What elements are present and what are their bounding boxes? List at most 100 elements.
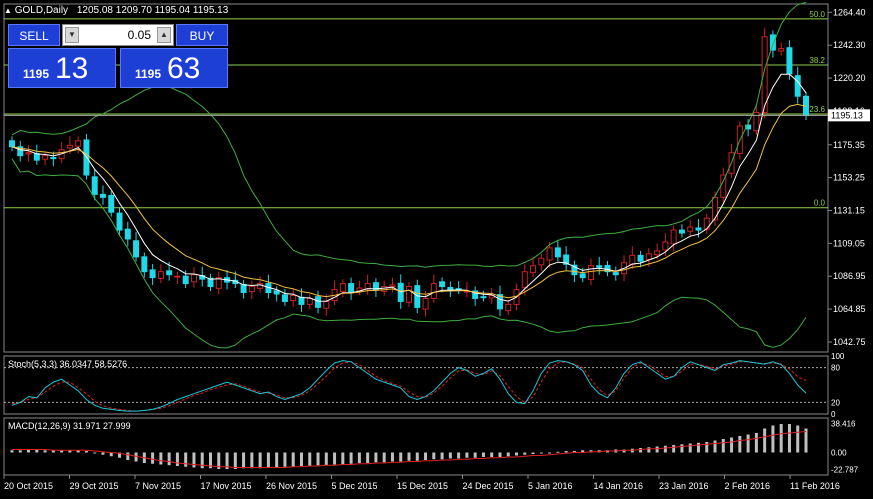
candle-body	[778, 48, 785, 52]
candle-body	[66, 144, 73, 149]
candle-body	[480, 296, 487, 299]
stochastic-pane: Stoch(5,3,3) 36.0347 58.5276	[3, 355, 829, 415]
candle-body	[248, 286, 255, 293]
lot-size-value[interactable]: 0.05	[127, 28, 151, 42]
macd-histogram-bar	[804, 428, 808, 453]
buy-price-box[interactable]: 1195 63	[120, 48, 228, 88]
macd-histogram-bar	[771, 425, 775, 453]
candle-body	[695, 227, 702, 231]
macd-histogram-bar	[581, 450, 585, 453]
macd-histogram-bar	[200, 452, 204, 469]
macd-histogram-bar	[730, 437, 734, 453]
bollinger-lower	[11, 158, 807, 349]
time-tick-label: 23 Jan 2016	[659, 481, 709, 491]
macd-histogram-bar	[366, 452, 370, 463]
macd-frame	[3, 417, 829, 476]
macd-histogram-bar	[341, 452, 345, 465]
macd-histogram-bar	[481, 452, 485, 457]
macd-signal-line	[12, 431, 807, 468]
macd-histogram-bar	[275, 452, 279, 468]
time-tick-label: 5 Dec 2015	[332, 481, 378, 491]
price-tick-label: 1264.40	[833, 7, 866, 17]
macd-histogram-bar	[548, 452, 552, 454]
fib-level-label: 23.6	[809, 105, 825, 114]
candle-body	[389, 284, 396, 288]
sell-price-box[interactable]: 1195 13	[8, 48, 116, 88]
macd-histogram-bar	[688, 443, 692, 453]
macd-histogram-bar	[299, 452, 303, 466]
macd-tick-label: 38.416	[831, 420, 856, 429]
candle-body	[207, 277, 214, 288]
macd-histogram-bar	[564, 451, 568, 453]
stoch-main-line	[11, 360, 807, 412]
stoch-level-label: 100	[831, 352, 845, 361]
candle-body	[133, 240, 140, 258]
macd-histogram-bar	[175, 452, 179, 466]
candle-body	[323, 300, 330, 309]
macd-histogram-bar	[192, 452, 196, 468]
one-click-trading-panel: SELL ▼ 0.05 ▲ BUY 1195 13 1195 63	[8, 24, 228, 88]
time-tick-label: 26 Nov 2015	[266, 481, 317, 491]
macd-histogram-bar	[374, 452, 378, 463]
time-tick-label: 24 Dec 2015	[463, 481, 514, 491]
candle-body	[745, 124, 752, 130]
macd-histogram-bar	[134, 452, 138, 462]
macd-histogram-bar	[424, 452, 428, 460]
candle-body	[769, 34, 776, 51]
price-axis: 1264.401242.301220.201198.101175.351153.…	[828, 7, 870, 475]
lot-decrease-icon[interactable]: ▼	[65, 27, 79, 43]
candle-body	[141, 256, 148, 273]
candle-body	[761, 36, 768, 114]
macd-tick-label: -22.787	[831, 466, 859, 475]
macd-histogram-bar	[167, 452, 171, 466]
price-tick-label: 1175.35	[833, 140, 865, 150]
candle-body	[42, 155, 49, 160]
macd-histogram-bar	[93, 452, 97, 454]
macd-histogram-bar	[763, 428, 767, 453]
macd-histogram-bar	[399, 452, 403, 462]
macd-histogram-bar	[10, 450, 14, 453]
candle-body	[290, 294, 297, 302]
buy-price-small: 1195	[135, 67, 162, 81]
candle-body	[190, 274, 197, 283]
macd-histogram-bar	[109, 452, 113, 457]
lot-size-field[interactable]: ▼ 0.05 ▲	[62, 24, 174, 46]
macd-histogram-bar	[639, 448, 643, 453]
collapse-triangle-icon[interactable]: ▲	[4, 6, 12, 15]
candle-body	[496, 294, 503, 310]
fib-level-label: 50.0	[809, 10, 825, 19]
fib-level-label: 38.2	[809, 56, 825, 65]
candle-body	[33, 153, 40, 161]
sell-button[interactable]: SELL	[8, 24, 60, 46]
candle-body	[298, 296, 305, 305]
time-tick-label: 11 Feb 2016	[790, 481, 840, 491]
price-tick-label: 1042.75	[833, 337, 866, 347]
current-price-label: 1195.13	[831, 110, 863, 120]
symbol-label: GOLD,Daily	[14, 5, 69, 16]
macd-histogram-bar	[84, 451, 88, 453]
stoch-signal-line	[11, 361, 807, 412]
buy-button[interactable]: BUY	[176, 24, 228, 46]
macd-histogram-bar	[696, 442, 700, 453]
macd-histogram-bar	[324, 452, 328, 466]
candle-body	[50, 156, 57, 160]
macd-histogram-bar	[316, 452, 320, 466]
macd-histogram-bar	[126, 452, 130, 460]
macd-histogram-bar	[465, 452, 469, 458]
macd-histogram-bar	[357, 452, 361, 463]
candle-body	[687, 226, 694, 232]
macd-histogram-bar	[738, 436, 742, 453]
price-tick-label: 1220.20	[833, 73, 866, 83]
time-tick-label: 5 Jan 2016	[528, 481, 573, 491]
stoch-level-label: 20	[831, 398, 840, 407]
macd-histogram-bar	[225, 452, 229, 469]
macd-histogram-bar	[787, 424, 791, 453]
lot-increase-icon[interactable]: ▲	[157, 27, 171, 43]
candle-body	[306, 297, 313, 305]
macd-header: MACD(12,26,9) 31.971 27.999	[8, 421, 131, 431]
macd-histogram-bar	[746, 434, 750, 453]
chart-header: ▲ GOLD,Daily 1205.08 1209.70 1195.04 119…	[4, 5, 228, 16]
macd-histogram-bar	[283, 452, 287, 467]
candle-body	[596, 265, 603, 268]
